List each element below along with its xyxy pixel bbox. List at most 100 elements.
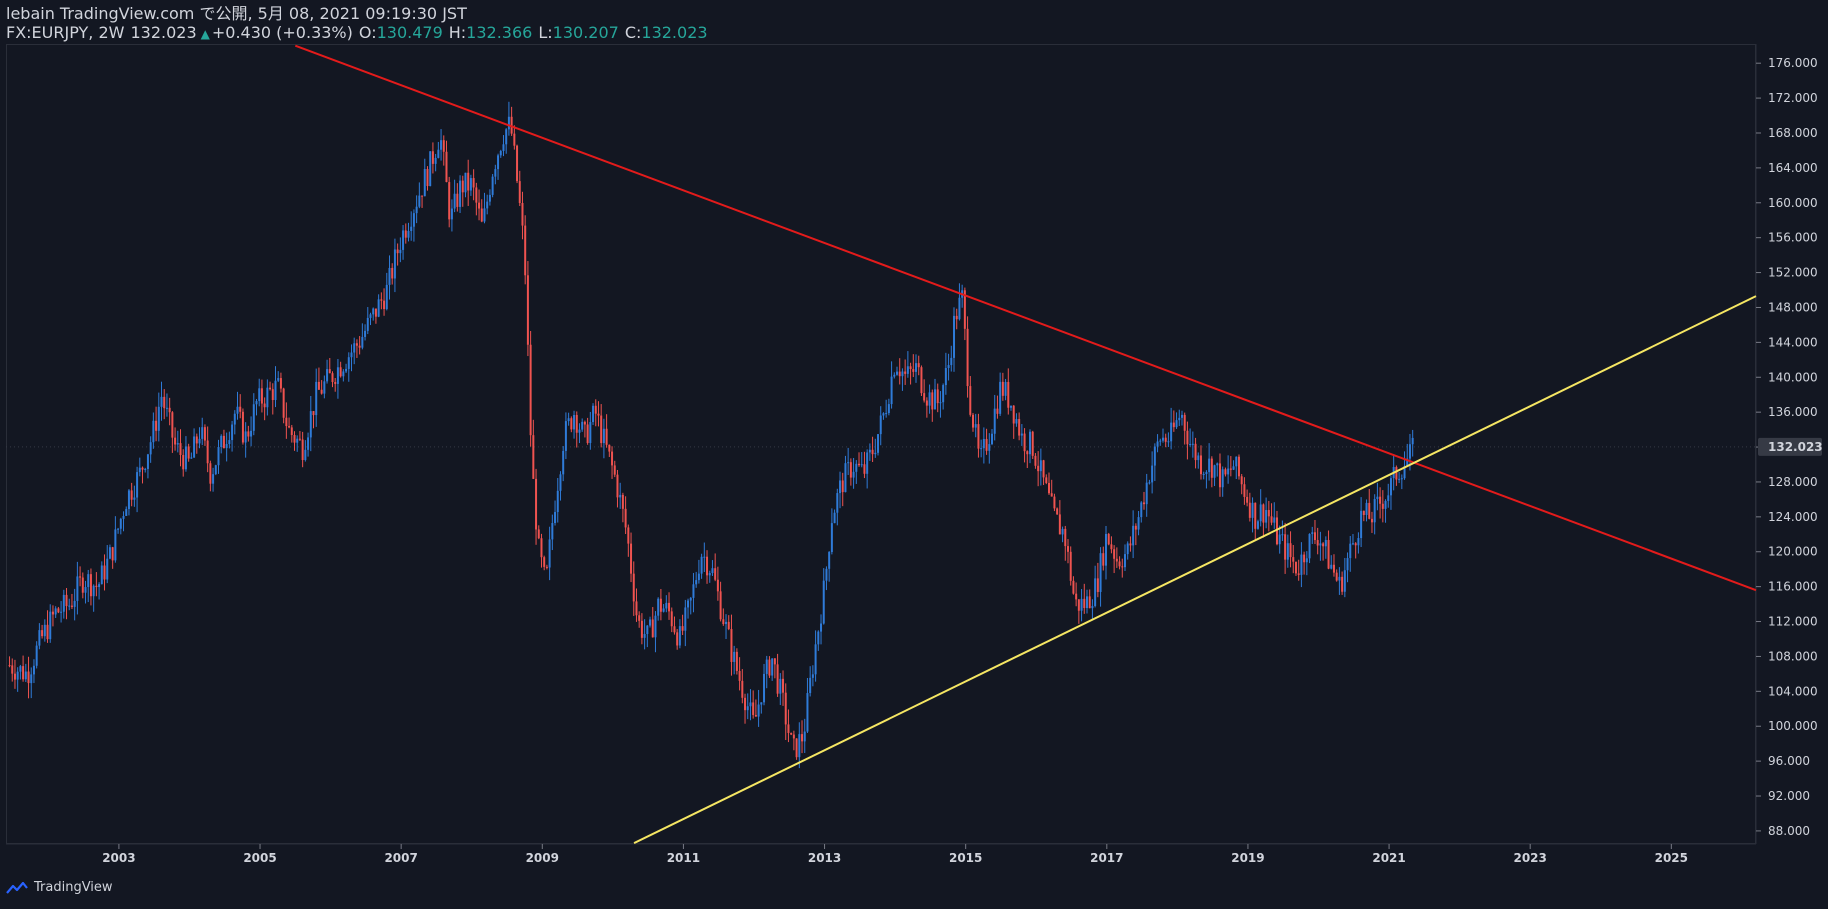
candle-body [296, 438, 299, 443]
candle-body [179, 443, 182, 455]
candle-body [839, 480, 842, 494]
up-arrow-icon: ▲ [200, 27, 210, 41]
candle-body [855, 463, 858, 472]
x-tick-label: 2025 [1655, 851, 1688, 865]
x-tick-label: 2021 [1372, 851, 1405, 865]
symbol-label[interactable]: FX:EURJPY, 2W [6, 23, 125, 42]
x-tick-label: 2011 [667, 851, 700, 865]
candle-body [1104, 533, 1107, 566]
x-tick-label: 2007 [384, 851, 417, 865]
candle-body [882, 413, 885, 416]
candle-body [1069, 551, 1072, 581]
candle-body [62, 594, 65, 612]
candle-body [578, 429, 581, 433]
candle-body [1175, 420, 1178, 428]
candle-body [92, 585, 95, 597]
candle-body [168, 407, 171, 413]
price-axis[interactable]: 88.000 92.000 96.000 100.000 104.000 108.000 1… [1756, 56, 1818, 838]
candle-body [1088, 596, 1091, 609]
candle-body [1248, 502, 1251, 518]
candle-body [697, 573, 700, 581]
candle-body [518, 181, 521, 203]
candle-body [825, 568, 828, 581]
candle-body [1330, 564, 1333, 569]
candle-body [716, 579, 719, 592]
candle-body [108, 547, 111, 559]
footer-branding[interactable]: TradingView [6, 880, 113, 895]
candle-body [543, 557, 546, 567]
candle-body [749, 702, 752, 707]
candle-body [323, 381, 326, 394]
candle-body [1376, 496, 1379, 500]
candle-body [176, 443, 179, 445]
time-axis[interactable]: 2003 2005 2007 2009 2011 2013 2015 2017 2019 2021… [102, 844, 1688, 865]
candle-body [331, 373, 334, 383]
candle-body [692, 584, 695, 598]
candle-body [1341, 576, 1344, 592]
candle-body [627, 527, 630, 544]
candle-body [233, 413, 236, 425]
candle-body [711, 568, 714, 574]
candle-body [638, 615, 641, 621]
candle-body [385, 284, 388, 310]
candle-body [1254, 502, 1257, 529]
candle-body [1346, 558, 1349, 571]
candle-body [1205, 472, 1208, 475]
candle-body [828, 552, 831, 569]
candle-body [619, 494, 622, 498]
candle-body [488, 194, 491, 202]
candle-body [68, 605, 71, 607]
candle-body [784, 692, 787, 725]
candle-body [559, 474, 562, 491]
candle-body [1037, 465, 1040, 472]
candle-body [32, 665, 35, 675]
candle-body [942, 385, 945, 403]
candle-body [1275, 517, 1278, 545]
candle-body [700, 556, 703, 574]
y-tick-label: 156.000 [1768, 231, 1818, 245]
candle-body [809, 677, 812, 694]
candle-body [155, 420, 158, 431]
candle-body [336, 367, 339, 384]
candle-body [866, 452, 869, 474]
candle-body [1031, 431, 1034, 456]
support-trendline[interactable] [633, 295, 1757, 845]
candle-body [540, 538, 543, 558]
candle-body [1395, 467, 1398, 480]
candle-body [290, 427, 293, 436]
candle-body [209, 463, 212, 484]
candle-body [860, 464, 863, 466]
chart-header: lebain TradingView.com で公開, 5月 08, 2021 … [6, 4, 1828, 42]
resistance-trendline[interactable] [294, 44, 1757, 592]
candle-body [562, 450, 565, 475]
candle-body [790, 732, 793, 735]
candle-body [996, 408, 999, 414]
candle-body [643, 634, 646, 638]
candle-body [100, 565, 103, 585]
open-value: 130.479 [376, 23, 443, 42]
candle-body [1099, 553, 1102, 592]
candle-body [1094, 578, 1097, 607]
candle-body [1335, 572, 1338, 581]
candle-body [646, 625, 649, 635]
candle-body [548, 539, 551, 568]
candle-body [1077, 599, 1080, 611]
candle-body [787, 724, 790, 733]
candle-body [654, 615, 657, 638]
candle-body [521, 202, 524, 226]
candle-body [293, 435, 296, 443]
candle-body [575, 415, 578, 433]
candle-body [347, 357, 350, 369]
candle-body [934, 389, 937, 410]
candle-body [662, 608, 665, 612]
candle-body [377, 299, 380, 317]
candle-body [402, 230, 405, 250]
x-tick-label: 2005 [243, 851, 276, 865]
candle-body [635, 601, 638, 616]
candle-body [499, 150, 502, 156]
candle-body [277, 378, 280, 381]
candle-body [328, 369, 331, 374]
candle-body [1058, 514, 1061, 535]
price-tag: 132.023 [1758, 437, 1823, 456]
